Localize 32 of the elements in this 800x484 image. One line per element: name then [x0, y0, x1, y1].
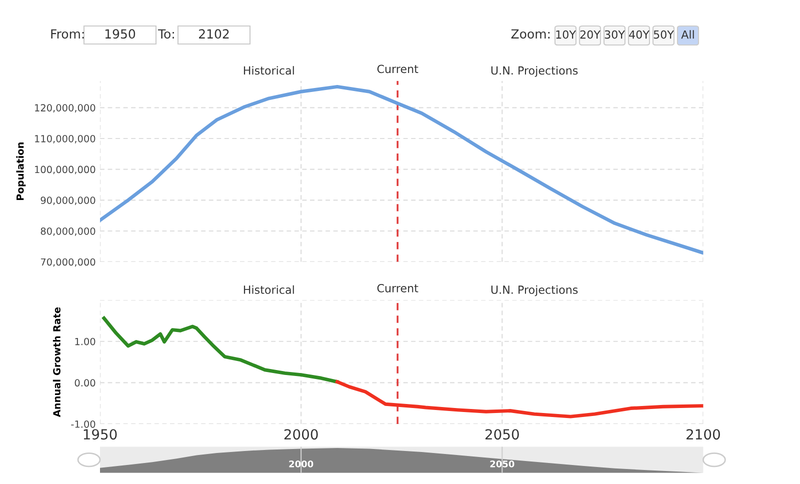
y-tick-label: 110,000,000: [35, 134, 96, 144]
y-tick-label: 120,000,000: [35, 104, 96, 112]
ref-line-label: Current: [377, 64, 418, 74]
x-tick-label: 2050: [485, 429, 519, 440]
text: 40Y: [629, 30, 650, 39]
y-tick-label: 70,000,000: [40, 258, 96, 267]
text: Historical: [244, 66, 294, 75]
y-tick-label: 80,000,000: [40, 227, 96, 236]
text: 2102: [199, 29, 229, 39]
x-tick-label: 2000: [284, 429, 318, 440]
y-tick-label: 0.00: [74, 379, 96, 387]
text: 50Y: [654, 30, 674, 39]
y-axis-title: Population: [16, 142, 26, 200]
y-tick-label: 1.00: [75, 338, 96, 346]
text: Zoom:: [511, 29, 550, 39]
y-tick-label: 100,000,000: [35, 166, 96, 174]
text: 30Y: [604, 30, 625, 39]
y-tick-label: -1.00: [71, 420, 96, 428]
text: To:: [158, 29, 174, 39]
x-tick-label: 2100: [686, 429, 720, 440]
text: All: [681, 30, 694, 39]
text: 1950: [105, 29, 136, 39]
text: 10Y: [556, 30, 576, 39]
text: U.N. Projections: [491, 285, 578, 296]
y-tick-label: 90,000,000: [40, 196, 96, 205]
text: From:: [51, 29, 84, 39]
x-tick-label: 1950: [84, 429, 117, 440]
text: Historical: [244, 285, 294, 294]
ref-line-label: Current: [377, 284, 418, 292]
text: U.N. Projections: [491, 66, 578, 77]
text: 20Y: [580, 30, 600, 39]
y-axis-title: Annual Growth Rate: [52, 307, 60, 418]
